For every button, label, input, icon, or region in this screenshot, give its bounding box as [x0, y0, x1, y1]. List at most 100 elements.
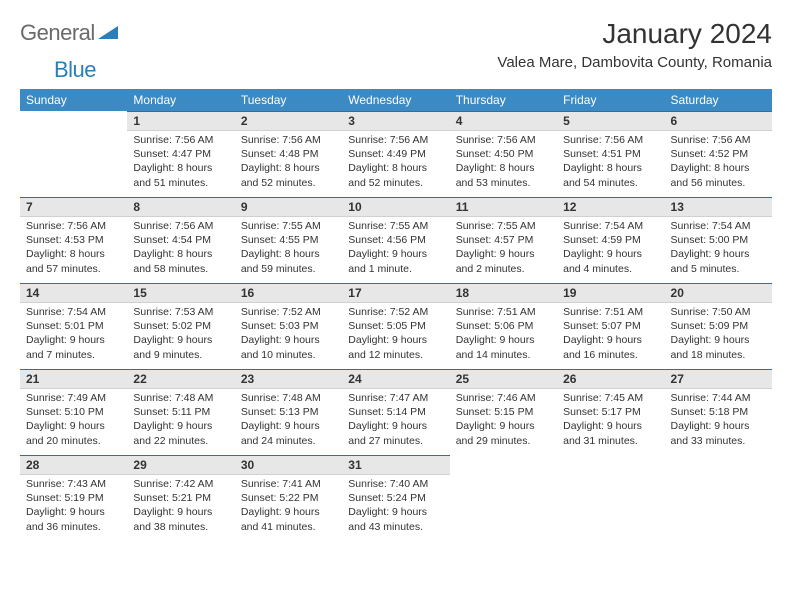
- day-detail-line: Daylight: 9 hours: [456, 333, 551, 347]
- day-details: Sunrise: 7:51 AMSunset: 5:06 PMDaylight:…: [450, 303, 557, 368]
- calendar-day-cell: 22Sunrise: 7:48 AMSunset: 5:11 PMDayligh…: [127, 369, 234, 455]
- day-detail-line: Sunset: 4:50 PM: [456, 147, 551, 161]
- day-details: Sunrise: 7:56 AMSunset: 4:51 PMDaylight:…: [557, 131, 664, 196]
- day-number: 2: [235, 112, 342, 130]
- day-detail-line: and 29 minutes.: [456, 434, 551, 448]
- day-detail-line: and 24 minutes.: [241, 434, 336, 448]
- day-number: 26: [557, 370, 664, 388]
- day-number: 5: [557, 112, 664, 130]
- day-number: 13: [665, 198, 772, 216]
- day-details: Sunrise: 7:54 AMSunset: 5:00 PMDaylight:…: [665, 217, 772, 282]
- day-detail-line: Daylight: 8 hours: [133, 161, 228, 175]
- day-detail-line: Sunrise: 7:46 AM: [456, 391, 551, 405]
- day-details: Sunrise: 7:55 AMSunset: 4:55 PMDaylight:…: [235, 217, 342, 282]
- calendar-day-cell: 2Sunrise: 7:56 AMSunset: 4:48 PMDaylight…: [235, 111, 342, 197]
- day-number: 9: [235, 198, 342, 216]
- day-details: Sunrise: 7:55 AMSunset: 4:57 PMDaylight:…: [450, 217, 557, 282]
- day-number: 6: [665, 112, 772, 130]
- day-detail-line: Sunrise: 7:56 AM: [563, 133, 658, 147]
- day-detail-line: Sunset: 5:01 PM: [26, 319, 121, 333]
- calendar-day-cell: 28Sunrise: 7:43 AMSunset: 5:19 PMDayligh…: [20, 455, 127, 541]
- month-title: January 2024: [497, 18, 772, 50]
- day-detail-line: and 52 minutes.: [241, 176, 336, 190]
- calendar-day-cell: 18Sunrise: 7:51 AMSunset: 5:06 PMDayligh…: [450, 283, 557, 369]
- day-details: Sunrise: 7:44 AMSunset: 5:18 PMDaylight:…: [665, 389, 772, 454]
- day-detail-line: Sunset: 4:52 PM: [671, 147, 766, 161]
- day-detail-line: Daylight: 9 hours: [241, 505, 336, 519]
- day-detail-line: Daylight: 9 hours: [671, 419, 766, 433]
- calendar-day-cell: 8Sunrise: 7:56 AMSunset: 4:54 PMDaylight…: [127, 197, 234, 283]
- day-detail-line: Daylight: 9 hours: [26, 505, 121, 519]
- day-detail-line: and 2 minutes.: [456, 262, 551, 276]
- day-detail-line: Daylight: 9 hours: [26, 333, 121, 347]
- calendar-week-row: 28Sunrise: 7:43 AMSunset: 5:19 PMDayligh…: [20, 455, 772, 541]
- day-detail-line: Sunrise: 7:56 AM: [671, 133, 766, 147]
- day-detail-line: and 43 minutes.: [348, 520, 443, 534]
- day-detail-line: Daylight: 8 hours: [348, 161, 443, 175]
- day-number: 27: [665, 370, 772, 388]
- calendar-day-cell: 9Sunrise: 7:55 AMSunset: 4:55 PMDaylight…: [235, 197, 342, 283]
- day-detail-line: Daylight: 9 hours: [133, 333, 228, 347]
- day-detail-line: Sunrise: 7:54 AM: [671, 219, 766, 233]
- day-detail-line: Sunrise: 7:56 AM: [133, 219, 228, 233]
- calendar-day-cell: 1Sunrise: 7:56 AMSunset: 4:47 PMDaylight…: [127, 111, 234, 197]
- day-detail-line: Daylight: 9 hours: [348, 333, 443, 347]
- day-detail-line: Sunset: 5:15 PM: [456, 405, 551, 419]
- day-details: Sunrise: 7:56 AMSunset: 4:50 PMDaylight:…: [450, 131, 557, 196]
- calendar-day-cell: [450, 455, 557, 541]
- day-detail-line: and 4 minutes.: [563, 262, 658, 276]
- day-details: Sunrise: 7:45 AMSunset: 5:17 PMDaylight:…: [557, 389, 664, 454]
- day-detail-line: Sunset: 4:48 PM: [241, 147, 336, 161]
- calendar-day-cell: [665, 455, 772, 541]
- day-details: Sunrise: 7:48 AMSunset: 5:13 PMDaylight:…: [235, 389, 342, 454]
- day-detail-line: Sunrise: 7:40 AM: [348, 477, 443, 491]
- day-details: Sunrise: 7:43 AMSunset: 5:19 PMDaylight:…: [20, 475, 127, 540]
- day-detail-line: Sunset: 5:22 PM: [241, 491, 336, 505]
- calendar-day-cell: 19Sunrise: 7:51 AMSunset: 5:07 PMDayligh…: [557, 283, 664, 369]
- calendar-day-cell: 23Sunrise: 7:48 AMSunset: 5:13 PMDayligh…: [235, 369, 342, 455]
- day-number: 20: [665, 284, 772, 302]
- day-detail-line: Sunrise: 7:53 AM: [133, 305, 228, 319]
- day-detail-line: Sunrise: 7:41 AM: [241, 477, 336, 491]
- day-detail-line: Daylight: 9 hours: [241, 333, 336, 347]
- calendar-week-row: 21Sunrise: 7:49 AMSunset: 5:10 PMDayligh…: [20, 369, 772, 455]
- day-detail-line: Sunset: 5:07 PM: [563, 319, 658, 333]
- calendar-day-cell: 29Sunrise: 7:42 AMSunset: 5:21 PMDayligh…: [127, 455, 234, 541]
- day-number: 18: [450, 284, 557, 302]
- day-details: Sunrise: 7:51 AMSunset: 5:07 PMDaylight:…: [557, 303, 664, 368]
- weekday-header: Wednesday: [342, 89, 449, 111]
- day-detail-line: Sunset: 5:02 PM: [133, 319, 228, 333]
- day-detail-line: Daylight: 9 hours: [456, 419, 551, 433]
- day-detail-line: and 18 minutes.: [671, 348, 766, 362]
- day-detail-line: Sunrise: 7:48 AM: [133, 391, 228, 405]
- day-detail-line: and 1 minute.: [348, 262, 443, 276]
- calendar-day-cell: [557, 455, 664, 541]
- day-detail-line: Sunrise: 7:52 AM: [241, 305, 336, 319]
- day-detail-line: and 7 minutes.: [26, 348, 121, 362]
- day-detail-line: Sunset: 4:47 PM: [133, 147, 228, 161]
- day-detail-line: Sunset: 5:18 PM: [671, 405, 766, 419]
- day-detail-line: and 14 minutes.: [456, 348, 551, 362]
- weekday-header: Thursday: [450, 89, 557, 111]
- day-number: 23: [235, 370, 342, 388]
- calendar-day-cell: 30Sunrise: 7:41 AMSunset: 5:22 PMDayligh…: [235, 455, 342, 541]
- calendar-day-cell: 5Sunrise: 7:56 AMSunset: 4:51 PMDaylight…: [557, 111, 664, 197]
- day-details: Sunrise: 7:41 AMSunset: 5:22 PMDaylight:…: [235, 475, 342, 540]
- day-detail-line: Sunrise: 7:48 AM: [241, 391, 336, 405]
- day-number: 21: [20, 370, 127, 388]
- day-detail-line: Sunset: 5:09 PM: [671, 319, 766, 333]
- day-detail-line: Sunrise: 7:50 AM: [671, 305, 766, 319]
- day-detail-line: Sunset: 4:53 PM: [26, 233, 121, 247]
- day-detail-line: Sunrise: 7:52 AM: [348, 305, 443, 319]
- day-detail-line: Sunset: 4:55 PM: [241, 233, 336, 247]
- calendar-day-cell: 27Sunrise: 7:44 AMSunset: 5:18 PMDayligh…: [665, 369, 772, 455]
- day-detail-line: Sunrise: 7:43 AM: [26, 477, 121, 491]
- day-detail-line: Sunrise: 7:54 AM: [563, 219, 658, 233]
- calendar-day-cell: 17Sunrise: 7:52 AMSunset: 5:05 PMDayligh…: [342, 283, 449, 369]
- day-detail-line: Daylight: 8 hours: [241, 161, 336, 175]
- day-detail-line: Sunset: 5:13 PM: [241, 405, 336, 419]
- day-number: 3: [342, 112, 449, 130]
- day-number: 11: [450, 198, 557, 216]
- day-detail-line: Sunrise: 7:51 AM: [563, 305, 658, 319]
- day-detail-line: and 56 minutes.: [671, 176, 766, 190]
